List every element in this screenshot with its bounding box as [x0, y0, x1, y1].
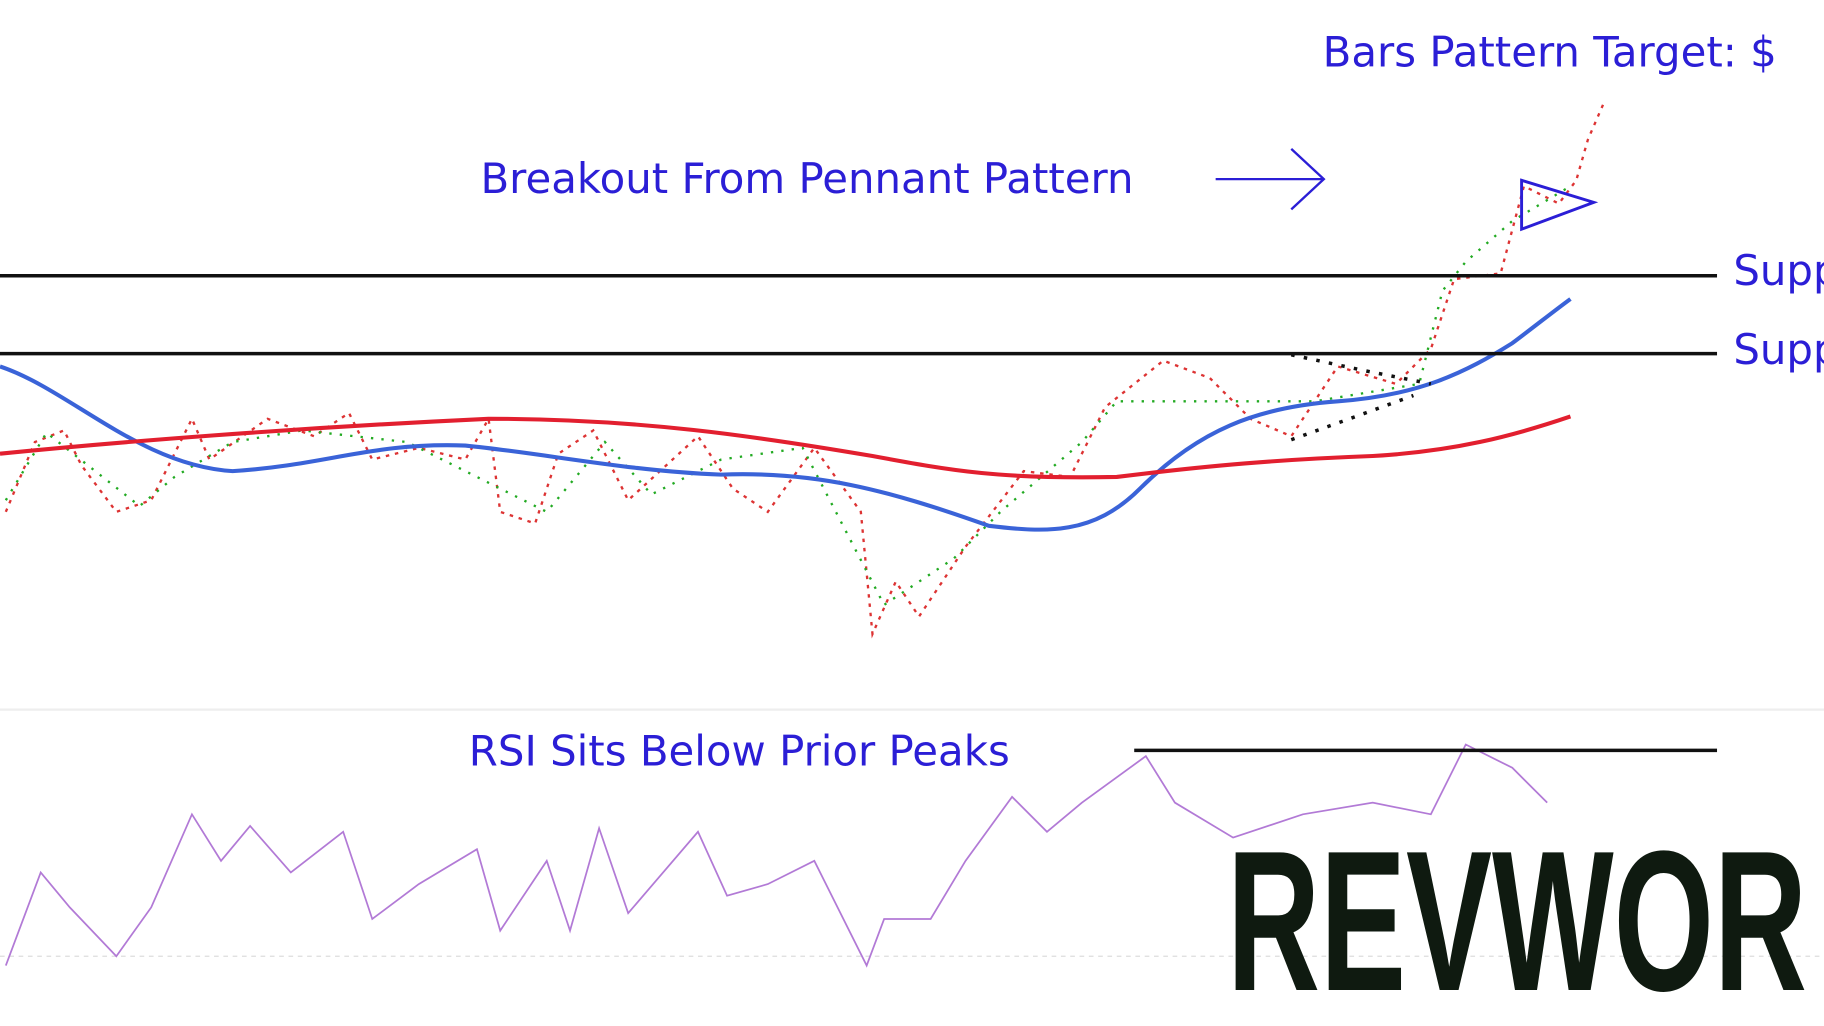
annotation: Supp	[1733, 325, 1824, 374]
watermark: REVWOR	[1227, 810, 1807, 1026]
annotation: Breakout From Pennant Pattern	[480, 154, 1133, 203]
arrow-head	[1290, 148, 1326, 211]
price-trace-up	[4, 185, 1572, 607]
annotation: Supp	[1733, 246, 1824, 295]
chart-area: Bars Pattern Target: $ Breakout From Pen…	[0, 27, 1824, 968]
pennant	[1520, 178, 1599, 232]
moving-average-long	[0, 414, 1572, 480]
wedge-upper	[1290, 353, 1432, 386]
annotation: RSI Sits Below Prior Peaks	[469, 726, 1010, 775]
price-trace	[4, 104, 1605, 639]
moving-average-short	[0, 297, 1572, 532]
rsi-line	[4, 743, 1548, 968]
annotation: Bars Pattern Target: $	[1323, 27, 1777, 76]
